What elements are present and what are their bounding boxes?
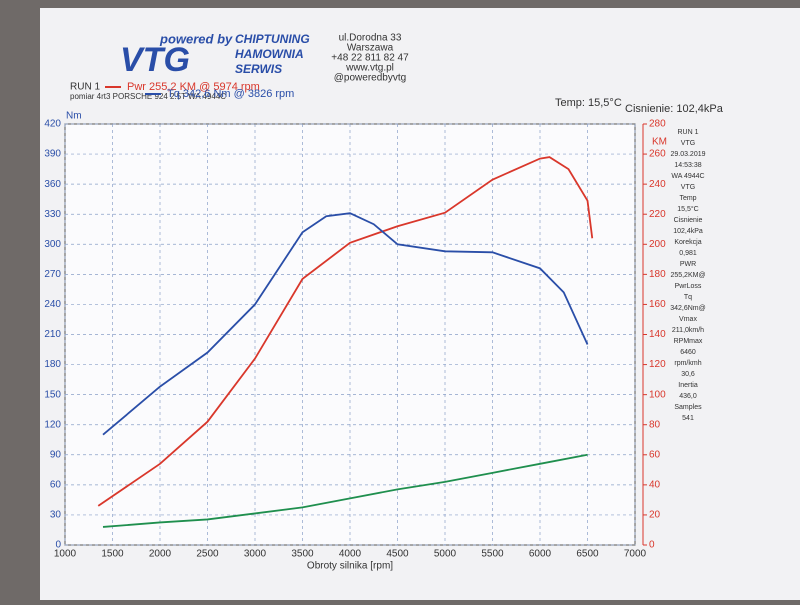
address-line: www.vtg.pl bbox=[345, 63, 394, 74]
y-tick-label: 0 bbox=[55, 540, 61, 551]
y-tick-label: 90 bbox=[50, 449, 62, 460]
side-panel-line: 30,6 bbox=[681, 371, 695, 378]
side-panel-line: PwrLoss bbox=[675, 283, 702, 290]
temp: Temp: 15,5°C bbox=[555, 97, 622, 109]
x-tick-label: 4500 bbox=[386, 549, 409, 560]
y-axis-title: Nm bbox=[66, 111, 82, 122]
series-line bbox=[97, 156, 594, 507]
side-panel-line: Samples bbox=[674, 404, 702, 411]
side-panel-line: rpm/kmh bbox=[674, 360, 701, 367]
y2-tick-label: 180 bbox=[649, 269, 666, 280]
y2-tick-label: 40 bbox=[649, 479, 661, 490]
x-tick-label: 3000 bbox=[244, 549, 267, 560]
y-tick-label: 60 bbox=[50, 479, 62, 490]
logo: VTG bbox=[120, 41, 190, 79]
pressure: Cisnienie: 102,4kPa bbox=[625, 103, 724, 115]
y-tick-label: 150 bbox=[44, 389, 61, 400]
side-panel-line: Temp bbox=[679, 195, 696, 202]
legend-entry: Pwr 255,2 KM @ 5974 rpm bbox=[127, 81, 260, 93]
y2-tick-label: 140 bbox=[649, 329, 666, 340]
side-panel-line: 14:53:38 bbox=[674, 162, 701, 169]
side-panel-line: 541 bbox=[682, 415, 694, 422]
y-tick-label: 360 bbox=[44, 179, 61, 190]
legend-entry: Tq 342,6 Nm @ 3826 rpm bbox=[167, 88, 294, 100]
y2-tick-label: 60 bbox=[649, 449, 661, 460]
y2-tick-label: 220 bbox=[649, 209, 666, 220]
side-panel-line: 6460 bbox=[680, 349, 696, 356]
address-line: ul.Dorodna 33 bbox=[339, 33, 402, 44]
y-tick-label: 210 bbox=[44, 329, 61, 340]
y-tick-label: 330 bbox=[44, 209, 61, 220]
series-line bbox=[102, 453, 588, 528]
y-tick-label: 390 bbox=[44, 149, 61, 160]
x-tick-label: 1000 bbox=[54, 549, 77, 560]
y2-tick-label: 100 bbox=[649, 389, 666, 400]
side-panel-line: 436,0 bbox=[679, 393, 697, 400]
side-panel-line: Cisnienie bbox=[674, 217, 703, 224]
company: HAMOWNIA bbox=[235, 47, 304, 61]
side-panel-line: Korekcja bbox=[674, 239, 701, 246]
address-line: Warszawa bbox=[347, 43, 394, 54]
y2-tick-label: 160 bbox=[649, 299, 666, 310]
x-tick-label: 6000 bbox=[529, 549, 552, 560]
y2-tick-label: 280 bbox=[649, 119, 666, 130]
y-tick-label: 270 bbox=[44, 269, 61, 280]
x-tick-label: 2000 bbox=[149, 549, 172, 560]
x-tick-label: 1500 bbox=[101, 549, 124, 560]
y-tick-label: 180 bbox=[44, 359, 61, 370]
side-panel-line: Inertia bbox=[678, 382, 698, 389]
x-tick-label: 7000 bbox=[624, 549, 647, 560]
side-panel-line: 102,4kPa bbox=[673, 228, 703, 235]
side-panel-line: 0,981 bbox=[679, 250, 697, 257]
side-panel-line: 15,5°C bbox=[677, 205, 698, 213]
side-panel-line: 342,6Nm@ bbox=[670, 305, 706, 312]
side-panel-line: Tq bbox=[684, 294, 692, 301]
y2-tick-label: 260 bbox=[649, 149, 666, 160]
side-panel-line: 211,0km/h bbox=[672, 327, 704, 334]
y-tick-label: 30 bbox=[50, 510, 62, 521]
y2-tick-label: 80 bbox=[649, 419, 661, 430]
address-line: +48 22 811 82 47 bbox=[331, 53, 409, 64]
y-tick-label: 420 bbox=[44, 119, 61, 130]
y2-tick-label: 120 bbox=[649, 359, 666, 370]
address-line: @poweredbyvtg bbox=[334, 73, 406, 84]
y2-tick-label: 20 bbox=[649, 510, 661, 521]
x-tick-label: 4000 bbox=[339, 549, 362, 560]
x-tick-label: 2500 bbox=[196, 549, 219, 560]
company: CHIPTUNING bbox=[235, 32, 310, 46]
side-panel-line: 255,2KM@ bbox=[670, 272, 705, 279]
x-tick-label: 5500 bbox=[481, 549, 504, 560]
x-tick-label: 6500 bbox=[576, 549, 599, 560]
y2-tick-label: 200 bbox=[649, 239, 666, 250]
y2-tick-label: 240 bbox=[649, 179, 666, 190]
y2-axis-title: KM bbox=[652, 137, 667, 148]
side-panel-line: WA 4944C bbox=[671, 173, 704, 180]
logo-top: powered by bbox=[159, 31, 233, 46]
run: RUN 1 bbox=[70, 82, 100, 93]
side-panel-line: RUN 1 bbox=[677, 129, 698, 136]
company: SERWIS bbox=[235, 62, 282, 76]
y-tick-label: 120 bbox=[44, 419, 61, 430]
x-axis-title: Obroty silnika [rpm] bbox=[307, 561, 393, 572]
side-panel-line: PWR bbox=[680, 261, 696, 268]
side-panel-line: 29.03.2019 bbox=[670, 151, 705, 158]
y2-tick-label: 0 bbox=[649, 540, 655, 551]
vehicle: pomiar 4rt3 PORSCHE 924 2.5T WA 4944C bbox=[70, 92, 226, 101]
series-line bbox=[102, 212, 589, 436]
side-panel-line: Vmax bbox=[679, 316, 697, 323]
side-panel-line: RPMmax bbox=[674, 338, 703, 345]
x-tick-label: 5000 bbox=[434, 549, 457, 560]
y-tick-label: 240 bbox=[44, 299, 61, 310]
y-tick-label: 300 bbox=[44, 239, 61, 250]
side-panel-line: VTG bbox=[681, 140, 695, 147]
x-tick-label: 3500 bbox=[291, 549, 314, 560]
side-panel-line: VTG bbox=[681, 184, 695, 191]
